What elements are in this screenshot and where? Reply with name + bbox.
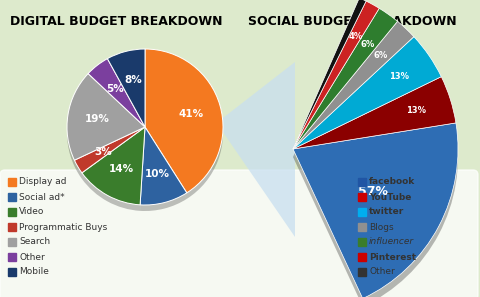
- Bar: [8, 223, 16, 231]
- Text: SOCIAL BUDGET BREAKDOWN: SOCIAL BUDGET BREAKDOWN: [248, 15, 456, 28]
- Wedge shape: [293, 6, 366, 157]
- Text: 10%: 10%: [144, 169, 169, 179]
- Text: 4%: 4%: [348, 32, 362, 41]
- Bar: [8, 253, 16, 261]
- Text: 13%: 13%: [389, 72, 409, 81]
- Wedge shape: [108, 55, 145, 133]
- Wedge shape: [74, 133, 145, 179]
- Wedge shape: [108, 49, 145, 127]
- Wedge shape: [293, 16, 397, 157]
- Wedge shape: [293, 77, 456, 149]
- Text: Pinterest: Pinterest: [369, 252, 416, 261]
- Wedge shape: [140, 127, 187, 205]
- Wedge shape: [293, 0, 366, 149]
- Text: 6%: 6%: [374, 51, 388, 60]
- Text: 6%: 6%: [360, 40, 375, 49]
- Wedge shape: [67, 80, 145, 166]
- Wedge shape: [82, 127, 145, 205]
- Text: 19%: 19%: [85, 114, 109, 124]
- Wedge shape: [293, 29, 414, 157]
- Bar: [358, 178, 366, 186]
- Wedge shape: [145, 55, 223, 199]
- Text: Blogs: Blogs: [369, 222, 394, 231]
- Text: 41%: 41%: [179, 108, 204, 119]
- Bar: [358, 223, 366, 231]
- Text: 57%: 57%: [358, 185, 388, 198]
- Bar: [8, 208, 16, 216]
- Text: 13%: 13%: [406, 106, 426, 115]
- Bar: [358, 238, 366, 246]
- Text: 5%: 5%: [107, 84, 124, 94]
- Polygon shape: [192, 62, 295, 237]
- Bar: [358, 193, 366, 201]
- Text: Video: Video: [19, 208, 44, 217]
- Text: Programmatic Buys: Programmatic Buys: [19, 222, 107, 231]
- Bar: [8, 268, 16, 276]
- Wedge shape: [74, 127, 145, 173]
- Wedge shape: [293, 1, 379, 149]
- Text: DIGITAL BUDGET BREAKDOWN: DIGITAL BUDGET BREAKDOWN: [10, 15, 223, 28]
- Text: twitter: twitter: [369, 208, 404, 217]
- Wedge shape: [145, 49, 223, 193]
- Text: YouTube: YouTube: [369, 192, 411, 201]
- Text: Other: Other: [19, 252, 45, 261]
- Wedge shape: [293, 131, 458, 297]
- Bar: [358, 208, 366, 216]
- Text: Social ad*: Social ad*: [19, 192, 65, 201]
- Bar: [8, 238, 16, 246]
- Wedge shape: [88, 59, 145, 127]
- Wedge shape: [293, 37, 441, 149]
- Wedge shape: [67, 74, 145, 160]
- Text: Other: Other: [369, 268, 395, 277]
- Wedge shape: [293, 85, 456, 157]
- Text: Search: Search: [19, 238, 50, 247]
- Wedge shape: [140, 133, 187, 211]
- Wedge shape: [293, 45, 441, 157]
- Text: Display ad: Display ad: [19, 178, 67, 187]
- Bar: [358, 268, 366, 276]
- Text: facebook: facebook: [369, 178, 415, 187]
- Text: Mobile: Mobile: [19, 268, 49, 277]
- Text: 8%: 8%: [124, 75, 142, 85]
- Wedge shape: [82, 133, 145, 211]
- Bar: [8, 193, 16, 201]
- Wedge shape: [293, 8, 397, 149]
- Wedge shape: [88, 65, 145, 133]
- Wedge shape: [293, 21, 414, 149]
- FancyBboxPatch shape: [0, 170, 478, 297]
- Text: 3%: 3%: [95, 147, 112, 157]
- Bar: [358, 253, 366, 261]
- Text: influencer: influencer: [369, 238, 414, 247]
- Bar: [8, 178, 16, 186]
- Text: 14%: 14%: [109, 164, 134, 174]
- Wedge shape: [293, 123, 458, 297]
- Wedge shape: [293, 9, 379, 157]
